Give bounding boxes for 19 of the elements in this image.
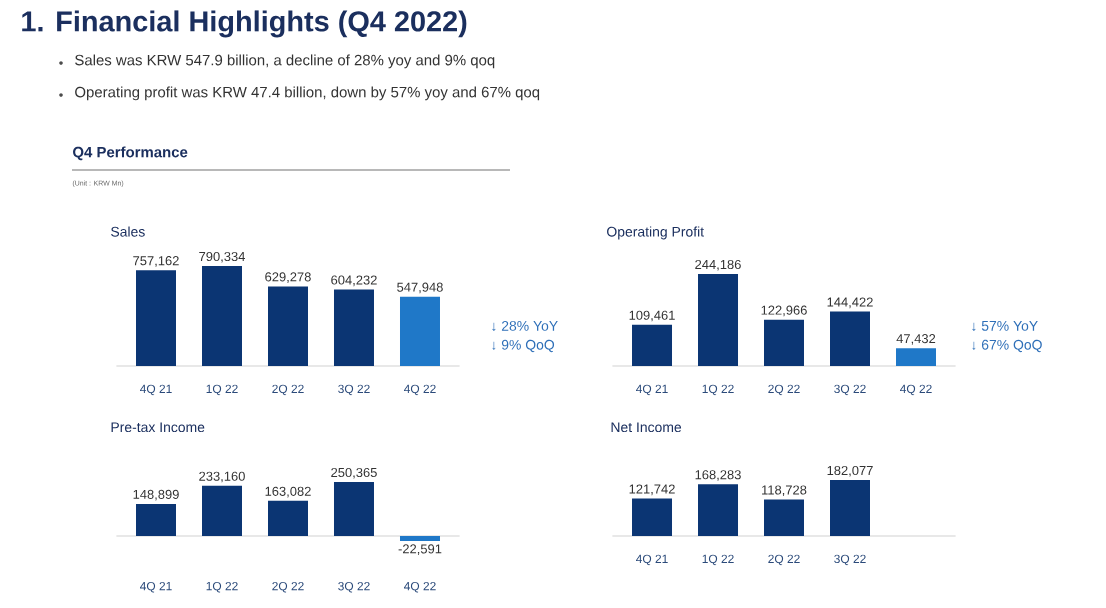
bar [333, 289, 374, 366]
bar [268, 286, 308, 366]
bar [268, 500, 308, 537]
bar [764, 499, 804, 536]
bar [896, 348, 936, 366]
bar [202, 265, 242, 366]
bar [698, 273, 739, 366]
bar [698, 484, 739, 536]
bar [764, 319, 804, 366]
bar [136, 503, 176, 537]
bar [632, 498, 673, 536]
bar [632, 324, 673, 366]
bar [202, 485, 242, 537]
text: 1. Financial Highlights (Q4 2022) [22, 10, 467, 38]
bar [830, 480, 870, 536]
bar [333, 482, 374, 537]
bar [830, 311, 870, 366]
bar [136, 270, 176, 366]
bar [399, 296, 440, 366]
